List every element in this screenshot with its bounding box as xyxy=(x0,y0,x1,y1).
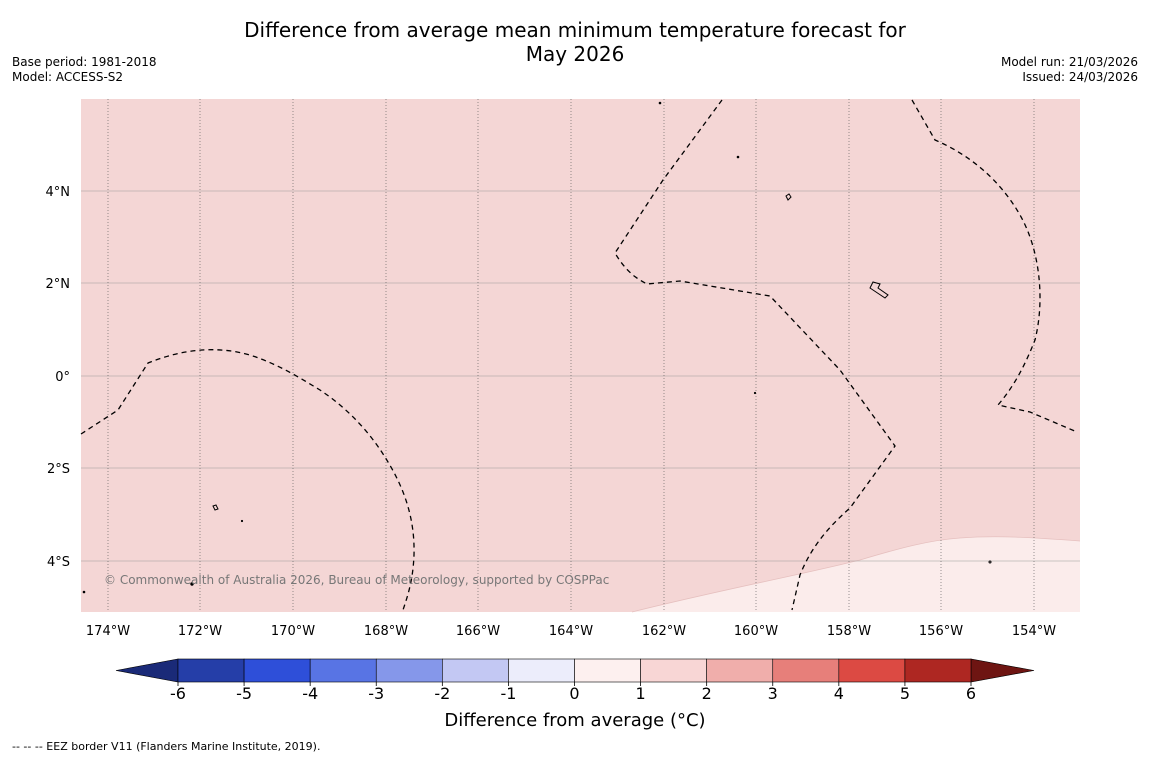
x-tick-160w: 160°W xyxy=(734,624,778,639)
x-tick-162w: 162°W xyxy=(642,624,686,639)
colorbar-segment xyxy=(574,658,641,683)
map-background xyxy=(81,99,1080,612)
island-kiritimati xyxy=(869,281,889,299)
x-tick-158w: 158°W xyxy=(827,624,871,639)
footer-note: -- -- -- EEZ border V11 (Flanders Marine… xyxy=(12,740,321,753)
meta-right: Model run: 21/03/2026 Issued: 24/03/2026 xyxy=(1001,55,1138,85)
anomaly-0-1-region xyxy=(632,536,1080,612)
colorbar-tick-label: -2 xyxy=(434,684,450,700)
y-tick-0: 0° xyxy=(55,370,70,385)
eez-border-line-islands-east xyxy=(911,99,1078,433)
colorbar-tick-label: 1 xyxy=(635,684,645,700)
colorbar-tick-label: 4 xyxy=(834,684,844,700)
colorbar-tick-label: 0 xyxy=(569,684,579,700)
colorbar-segment xyxy=(772,658,840,683)
x-tick-164w: 164°W xyxy=(549,624,593,639)
colorbar-segment xyxy=(904,658,972,683)
graticule xyxy=(81,99,1080,612)
colorbar-tick-label: 5 xyxy=(900,684,910,700)
base-period: Base period: 1981-2018 xyxy=(12,55,157,69)
x-tick-168w: 168°W xyxy=(364,624,408,639)
model-name: Model: ACCESS-S2 xyxy=(12,70,124,84)
model-run: Model run: 21/03/2026 xyxy=(1000,55,1138,69)
colorbar-under-arrow xyxy=(115,658,179,683)
colorbar-segment xyxy=(309,658,377,683)
island-2 xyxy=(212,504,219,511)
x-tick-156w: 156°W xyxy=(919,624,963,639)
meta-left: Base period: 1981-2018 Model: ACCESS-S2 xyxy=(12,55,157,85)
x-tick-172w: 172°W xyxy=(178,624,222,639)
colorbar-segment xyxy=(243,658,311,683)
title-line-2: May 2026 xyxy=(525,42,625,66)
y-axis-ticks: 4°N 2°N 0° 2°S 4°S xyxy=(46,185,71,570)
colorbar-segment xyxy=(177,658,245,683)
colorbar-tick-label: -6 xyxy=(170,684,186,700)
x-tick-166w: 166°W xyxy=(456,624,500,639)
island-3 xyxy=(658,101,662,105)
colorbar-segment xyxy=(375,658,443,683)
colorbar-tick-label: 6 xyxy=(966,684,976,700)
eez-border-line-islands-west xyxy=(614,99,896,611)
y-tick-2n: 2°N xyxy=(46,277,71,292)
x-tick-174w: 174°W xyxy=(86,624,130,639)
colorbar-segment xyxy=(442,658,509,683)
map-figure: © Commonwealth of Australia 2026, Bureau… xyxy=(46,99,1081,700)
island-9 xyxy=(988,560,992,564)
colorbar-segment xyxy=(706,658,774,683)
colorbar-tick-label: -3 xyxy=(368,684,384,700)
islands xyxy=(82,101,992,594)
chart-title: Difference from average mean minimum tem… xyxy=(0,18,1150,66)
island-7 xyxy=(190,582,194,586)
colorbar-segment xyxy=(640,658,707,683)
colorbar-segment xyxy=(838,658,906,683)
eez-border-kiribati-phoenix xyxy=(80,349,415,611)
x-tick-154w: 154°W xyxy=(1012,624,1056,639)
issued-date: Issued: 24/03/2026 xyxy=(1022,70,1138,84)
island-4 xyxy=(736,155,740,159)
colorbar: -6 -5 -4 -3 -2 -1 0 1 2 3 4 5 6 xyxy=(115,658,1035,700)
y-tick-4s: 4°S xyxy=(47,555,70,570)
title-line-1: Difference from average mean minimum tem… xyxy=(244,18,906,42)
copyright-text: © Commonwealth of Australia 2026, Bureau… xyxy=(104,573,609,587)
colorbar-label: Difference from average (°C) xyxy=(444,710,706,731)
island-8 xyxy=(82,590,86,594)
colorbar-segment xyxy=(508,658,575,683)
y-tick-2s: 2°S xyxy=(47,462,70,477)
island-6 xyxy=(240,519,244,523)
x-axis-ticks: 174°W 172°W 170°W 168°W 166°W 164°W 162°… xyxy=(86,624,1056,639)
colorbar-tick-label: 3 xyxy=(768,684,778,700)
colorbar-over-arrow xyxy=(970,658,1035,683)
eez-borders xyxy=(80,99,1078,611)
colorbar-tick-label: -5 xyxy=(236,684,252,700)
colorbar-tick-label: -1 xyxy=(500,684,516,700)
contour-edge xyxy=(631,536,1081,613)
island-5 xyxy=(753,391,757,395)
colorbar-tick-label: 2 xyxy=(702,684,712,700)
island-1 xyxy=(785,193,792,201)
y-tick-4n: 4°N xyxy=(46,185,71,200)
colorbar-tick-label: -4 xyxy=(302,684,318,700)
x-tick-170w: 170°W xyxy=(271,624,315,639)
